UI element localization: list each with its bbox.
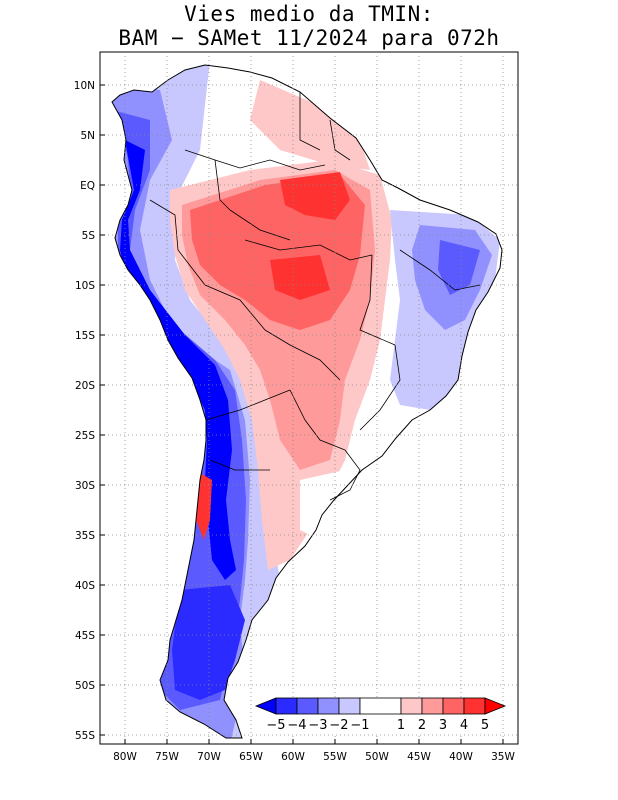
- graticule: [100, 52, 518, 744]
- lon-label: 70W: [197, 751, 221, 763]
- lat-label: 10N: [74, 80, 95, 92]
- lon-labels: 80W 75W 70W 65W 60W 55W 50W 45W 40W 35W: [113, 751, 515, 763]
- colorbar-bin: [484, 697, 507, 715]
- lat-labels: 10N 5N EQ 5S 10S 15S 20S 25S 30S 35S 40S…: [74, 80, 96, 742]
- colorbar-bin: [400, 697, 423, 715]
- colorbar-label: −4: [287, 718, 306, 733]
- colorbar-label: 3: [439, 718, 447, 733]
- lat-label: 20S: [75, 380, 95, 392]
- lon-label: 65W: [239, 751, 263, 763]
- colorbar-bin: [463, 697, 486, 715]
- colorbar-label: −3: [308, 718, 327, 733]
- lat-label: 40S: [75, 580, 95, 592]
- lat-label: 15S: [75, 330, 95, 342]
- lon-label: 35W: [491, 751, 515, 763]
- lat-label: EQ: [80, 180, 95, 192]
- colorbar: −5 −4 −3 −2 −1 1 2 3 4 5: [252, 697, 507, 733]
- colorbar-label: 1: [397, 718, 405, 733]
- colorbar-bin: [359, 697, 402, 715]
- lon-label: 75W: [155, 751, 179, 763]
- lat-label: 55S: [75, 730, 95, 742]
- map-title-line1: Vies medio da TMIN:: [184, 2, 434, 26]
- lat-label: 25S: [75, 430, 95, 442]
- lat-label: 5N: [80, 130, 95, 142]
- lon-label: 80W: [113, 751, 137, 763]
- colorbar-bin: [338, 697, 361, 715]
- lat-label: 45S: [75, 630, 95, 642]
- lon-label: 45W: [407, 751, 431, 763]
- lon-label: 60W: [281, 751, 305, 763]
- lat-label: 50S: [75, 680, 95, 692]
- lat-label: 10S: [75, 280, 95, 292]
- colorbar-bin: [317, 697, 340, 715]
- colorbar-bin: [296, 697, 319, 715]
- lon-label: 55W: [323, 751, 347, 763]
- colorbar-label: 4: [460, 718, 468, 733]
- colorbar-bin: [421, 697, 444, 715]
- map-title-line2: BAM − SAMet 11/2024 para 072h: [118, 26, 500, 50]
- lon-label: 50W: [365, 751, 389, 763]
- colorbar-bin: [275, 697, 298, 715]
- axis-ticks: [100, 84, 504, 744]
- lat-label: 5S: [82, 230, 96, 242]
- lat-label: 30S: [75, 480, 95, 492]
- colorbar-label: −5: [266, 718, 285, 733]
- country-borders: [149, 92, 481, 501]
- lat-label: 35S: [75, 530, 95, 542]
- colorbar-label: 5: [481, 718, 489, 733]
- lon-label: 40W: [449, 751, 473, 763]
- colorbar-label: 2: [418, 718, 426, 733]
- colorbar-label: −1: [350, 718, 369, 733]
- colorbar-label: −2: [329, 718, 348, 733]
- colorbar-bin: [442, 697, 465, 715]
